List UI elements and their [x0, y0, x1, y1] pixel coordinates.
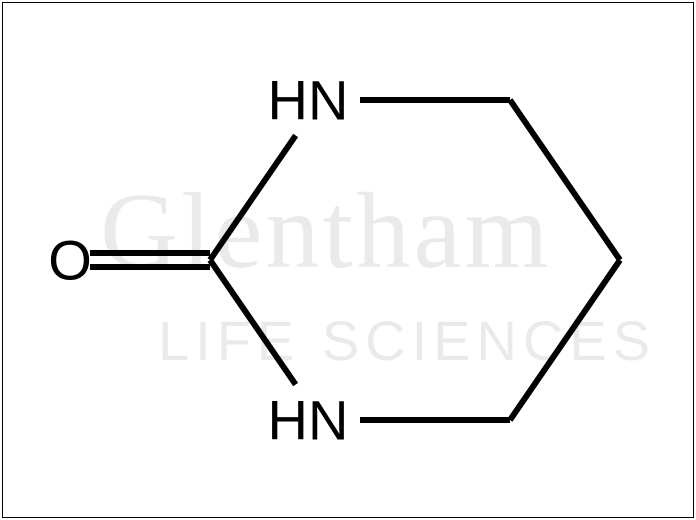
canvas: Glentham LIFE SCIENCES HNHNO — [0, 0, 696, 520]
atom-label-n2: HN — [268, 388, 349, 453]
atom-label-n1: HN — [268, 68, 349, 133]
atom-label-o: O — [48, 228, 92, 293]
